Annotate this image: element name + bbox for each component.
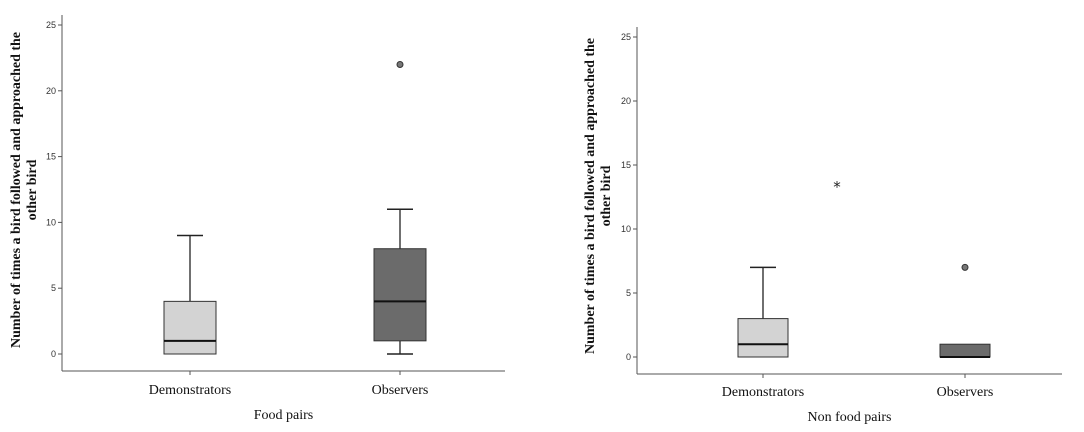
y-axis-title: other bird — [25, 159, 40, 220]
iqr-box — [373, 248, 427, 342]
y-tick-label: 0 — [626, 352, 631, 362]
x-axis-title: Non food pairs — [808, 410, 892, 425]
extreme-outlier-point: * — [833, 178, 841, 196]
y-tick-label: 20 — [621, 96, 631, 106]
x-tick-label: Observers — [372, 383, 429, 398]
chart-panel-1: 0 5 10 15 20 25 Demonstrators Observers Food pai… — [9, 15, 505, 423]
x-axis-title: Food pairs — [254, 408, 314, 423]
iqr-box — [737, 318, 789, 358]
y-tick-label: 20 — [46, 86, 56, 96]
iqr-box — [939, 343, 991, 358]
y-axis-title: other bird — [599, 165, 614, 226]
box-demonstrators: * — [737, 178, 841, 358]
y-tick-label: 15 — [621, 160, 631, 170]
y-tick-label: 15 — [46, 152, 56, 162]
y-tick-label: 0 — [51, 349, 56, 359]
box-observers — [939, 263, 991, 358]
y-tick-label: 25 — [621, 32, 631, 42]
box-demonstrators — [163, 234, 217, 355]
y-tick-label: 5 — [626, 288, 631, 298]
iqr-box — [163, 300, 217, 355]
y-axis-title: Number of times a bird followed and appr… — [583, 38, 598, 354]
outlier-point — [396, 60, 404, 68]
y-tick-label: 10 — [621, 224, 631, 234]
y-tick-label: 10 — [46, 217, 56, 227]
y-axis-title: Number of times a bird followed and appr… — [9, 32, 24, 348]
y-tick-label: 5 — [51, 283, 56, 293]
x-tick-label: Demonstrators — [149, 383, 231, 398]
chart-panel-2: 0 5 10 15 20 25 Demonstrators Observers Non food… — [583, 27, 1062, 425]
box-observers — [373, 60, 427, 355]
x-tick-label: Observers — [937, 385, 994, 400]
outlier-point — [961, 263, 969, 271]
y-tick-label: 25 — [46, 20, 56, 30]
x-tick-label: Demonstrators — [722, 385, 804, 400]
